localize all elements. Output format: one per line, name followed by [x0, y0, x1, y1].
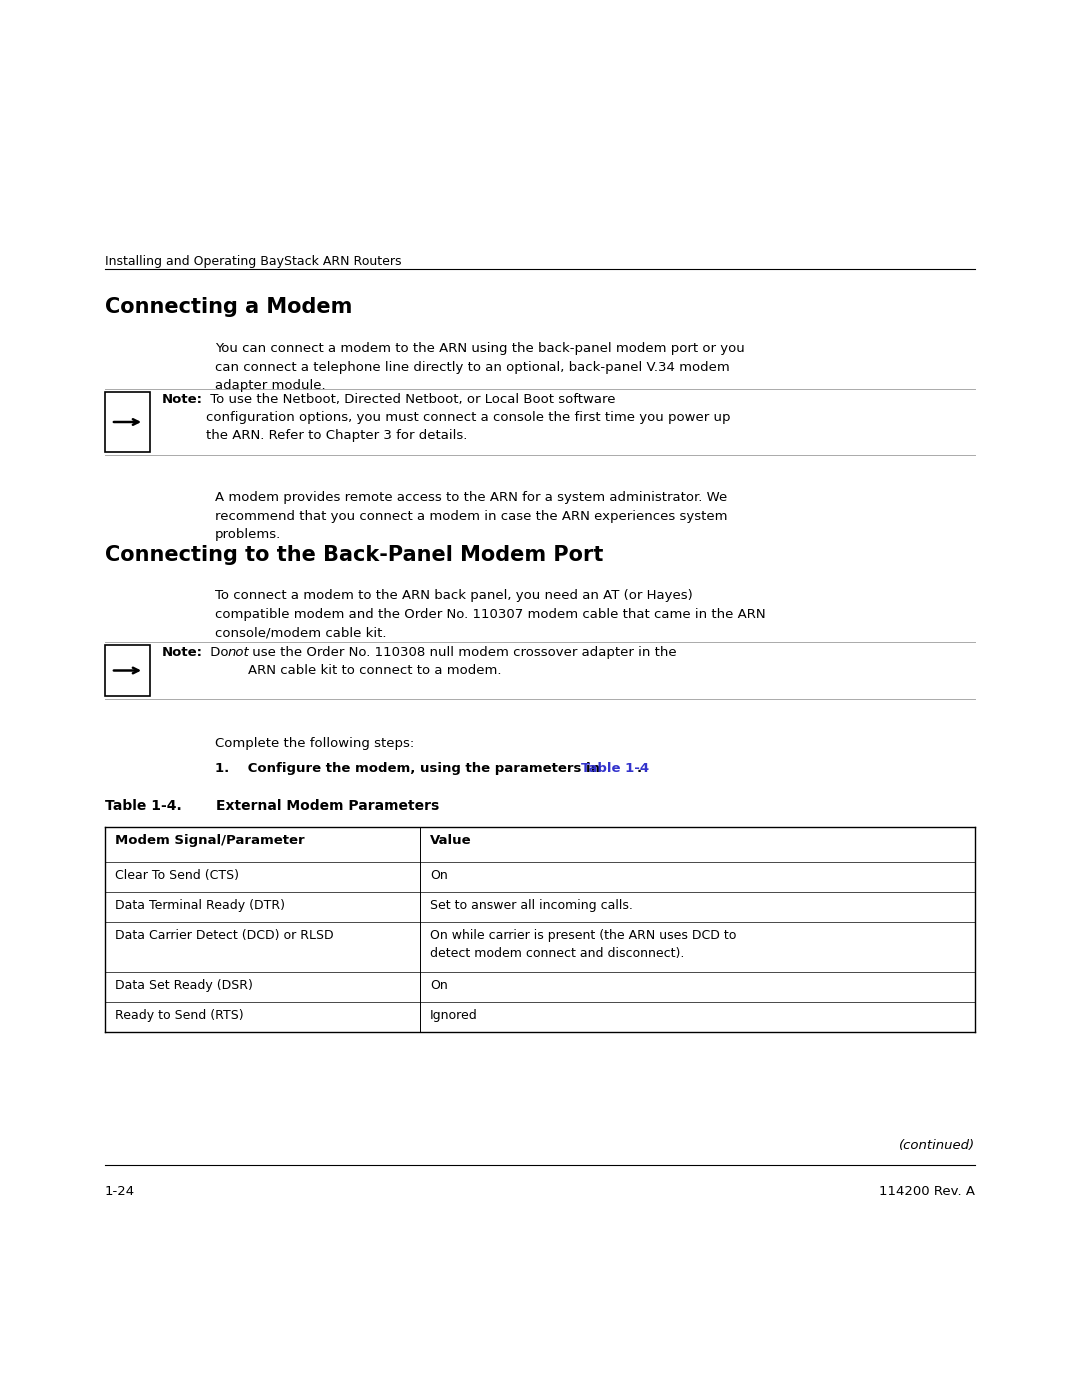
- Text: 1.    Configure the modem, using the parameters in: 1. Configure the modem, using the parame…: [215, 761, 605, 775]
- Text: not: not: [228, 645, 249, 659]
- Text: Ignored: Ignored: [430, 1009, 477, 1023]
- Text: Clear To Send (CTS): Clear To Send (CTS): [114, 869, 239, 882]
- Text: To use the Netboot, Directed Netboot, or Local Boot software
configuration optio: To use the Netboot, Directed Netboot, or…: [206, 393, 730, 441]
- Text: Data Set Ready (DSR): Data Set Ready (DSR): [114, 979, 253, 992]
- Text: Value: Value: [430, 834, 472, 847]
- Text: Table 1-4.: Table 1-4.: [105, 799, 181, 813]
- Text: Installing and Operating BayStack ARN Routers: Installing and Operating BayStack ARN Ro…: [105, 256, 402, 268]
- Text: Note:: Note:: [162, 645, 203, 659]
- Text: Do: Do: [206, 645, 233, 659]
- Text: .: .: [637, 761, 643, 775]
- Text: Data Carrier Detect (DCD) or RLSD: Data Carrier Detect (DCD) or RLSD: [114, 929, 334, 942]
- Text: On while carrier is present (the ARN uses DCD to
detect modem connect and discon: On while carrier is present (the ARN use…: [430, 929, 737, 960]
- Text: Data Terminal Ready (DTR): Data Terminal Ready (DTR): [114, 900, 285, 912]
- Text: Set to answer all incoming calls.: Set to answer all incoming calls.: [430, 900, 633, 912]
- Text: Connecting a Modem: Connecting a Modem: [105, 298, 352, 317]
- Text: On: On: [430, 869, 448, 882]
- Text: Note:: Note:: [162, 393, 203, 407]
- Text: External Modem Parameters: External Modem Parameters: [177, 799, 440, 813]
- Text: Ready to Send (RTS): Ready to Send (RTS): [114, 1009, 244, 1023]
- Text: (continued): (continued): [899, 1139, 975, 1153]
- Text: Table 1-4: Table 1-4: [581, 761, 649, 775]
- Text: Complete the following steps:: Complete the following steps:: [215, 738, 415, 750]
- Bar: [105, 645, 150, 696]
- Text: 1-24: 1-24: [105, 1185, 135, 1199]
- Text: A modem provides remote access to the ARN for a system administrator. We
recomme: A modem provides remote access to the AR…: [215, 490, 728, 541]
- Text: On: On: [430, 979, 448, 992]
- Text: Modem Signal/Parameter: Modem Signal/Parameter: [114, 834, 305, 847]
- Text: You can connect a modem to the ARN using the back-panel modem port or you
can co: You can connect a modem to the ARN using…: [215, 342, 745, 393]
- Text: use the Order No. 110308 null modem crossover adapter in the
ARN cable kit to co: use the Order No. 110308 null modem cros…: [248, 645, 677, 678]
- Text: To connect a modem to the ARN back panel, you need an AT (or Hayes)
compatible m: To connect a modem to the ARN back panel…: [215, 590, 766, 638]
- Bar: [105, 393, 150, 453]
- Text: Connecting to the Back-Panel Modem Port: Connecting to the Back-Panel Modem Port: [105, 545, 604, 564]
- Text: 114200 Rev. A: 114200 Rev. A: [879, 1185, 975, 1199]
